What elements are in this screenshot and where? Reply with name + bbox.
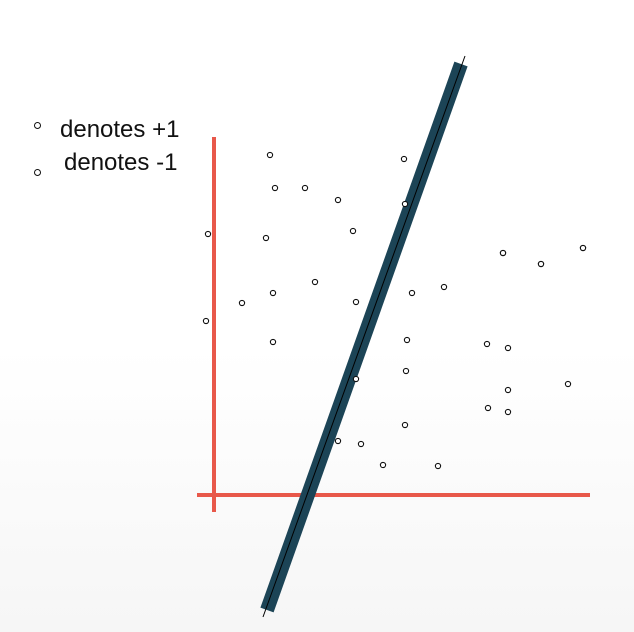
- positive-point: [311, 278, 319, 286]
- positive-point: [269, 289, 277, 297]
- positive-point: [349, 227, 357, 235]
- positive-point: [271, 184, 279, 192]
- positive-point: [238, 299, 246, 307]
- positive-point: [401, 200, 409, 208]
- negative-point: [357, 440, 365, 448]
- negative-point: [499, 249, 507, 257]
- positive-point: [334, 196, 342, 204]
- negative-point: [401, 421, 409, 429]
- negative-point: [504, 344, 512, 352]
- negative-point: [564, 380, 572, 388]
- negative-point: [440, 283, 448, 291]
- negative-point: [434, 462, 442, 470]
- positive-point: [352, 298, 360, 306]
- positive-point: [269, 338, 277, 346]
- positive-point: [202, 317, 210, 325]
- positive-point: [400, 155, 408, 163]
- negative-point: [408, 289, 416, 297]
- legend-positive-marker: [34, 122, 41, 129]
- negative-point: [537, 260, 545, 268]
- negative-point: [483, 340, 491, 348]
- legend-positive-label: denotes +1: [60, 116, 180, 143]
- positive-point: [204, 230, 212, 238]
- negative-point: [484, 404, 492, 412]
- positive-point: [334, 437, 342, 445]
- positive-point: [352, 375, 360, 383]
- negative-point: [504, 386, 512, 394]
- positive-point: [301, 184, 309, 192]
- negative-point: [402, 367, 410, 375]
- data-points: [202, 151, 587, 470]
- legend-negative-label: denotes -1: [64, 149, 178, 176]
- positive-point: [266, 151, 274, 159]
- negative-point: [504, 408, 512, 416]
- legend-negative-marker: [34, 169, 41, 176]
- positive-point: [262, 234, 270, 242]
- negative-point: [403, 336, 411, 344]
- negative-point: [379, 461, 387, 469]
- negative-point: [579, 244, 587, 252]
- separator-line: [262, 55, 466, 618]
